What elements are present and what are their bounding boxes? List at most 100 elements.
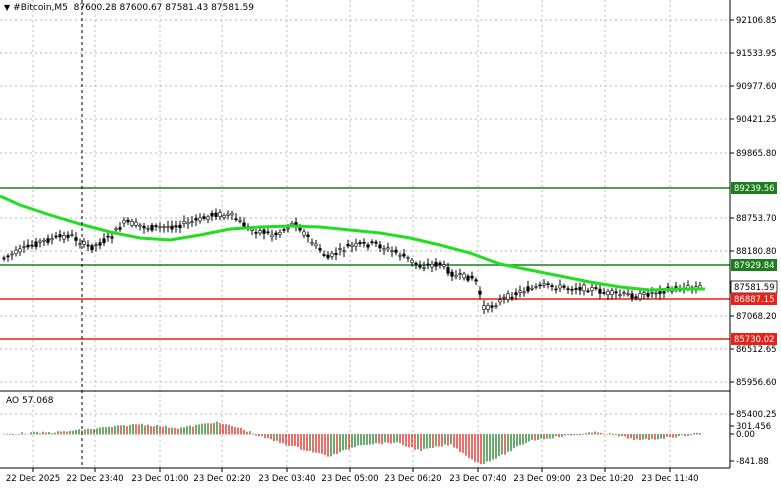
candle-body — [462, 273, 466, 279]
candle-body — [478, 290, 482, 295]
candle-body — [298, 227, 302, 231]
level-tag-label: 87929.84 — [734, 261, 775, 271]
price-tick-label: 89865.80 — [736, 149, 777, 159]
candle-body — [162, 226, 166, 228]
candle-body — [390, 250, 394, 252]
candle-body — [546, 283, 550, 285]
candle-body — [310, 242, 314, 245]
candle-body — [266, 231, 270, 234]
candle-body — [562, 285, 566, 288]
candle-body — [314, 243, 318, 247]
candle-body — [430, 263, 434, 268]
grid — [0, 0, 730, 468]
candle-body — [554, 288, 558, 291]
candle-body — [278, 232, 282, 235]
candle-body — [402, 253, 406, 257]
candle-body — [434, 262, 438, 267]
candle-body — [106, 235, 110, 238]
candle-body — [414, 262, 418, 265]
level-tag-label: 87581.59 — [734, 283, 775, 293]
candle-body — [490, 305, 494, 308]
candle-body — [366, 244, 370, 248]
candle-body — [22, 246, 26, 248]
candle-body — [450, 271, 454, 277]
level-tag — [731, 259, 777, 271]
candle-body — [230, 212, 234, 216]
candle-body — [522, 291, 526, 294]
candle-body — [222, 215, 226, 218]
candle-body — [618, 294, 622, 296]
time-tick-label: 23 Dec 05:00 — [321, 474, 378, 484]
candle-body — [506, 293, 510, 300]
candle-body — [362, 241, 366, 244]
triangle-down-icon[interactable]: ▼ — [4, 3, 11, 12]
candle-body — [626, 293, 630, 296]
candle-body — [34, 241, 38, 247]
candle-body — [62, 235, 66, 240]
candle-body — [642, 292, 646, 295]
candle-body — [698, 285, 702, 289]
level-tag — [731, 293, 777, 305]
candle-body — [354, 243, 358, 247]
candle-body — [214, 212, 218, 217]
candle-body — [194, 217, 198, 221]
candle-body — [538, 284, 542, 287]
candle-body — [334, 252, 338, 255]
time-tick-label: 23 Dec 11:40 — [641, 474, 698, 484]
candle-body — [238, 220, 242, 222]
candle-body — [202, 216, 206, 219]
candle-body — [630, 293, 634, 299]
candles — [2, 208, 702, 315]
price-axis: 92106.85 91533.95 90977.60 90421.25 89865.80… — [730, 16, 777, 420]
candle-body — [594, 287, 598, 289]
time-tick-label: 23 Dec 10:20 — [576, 474, 633, 484]
candle-body — [378, 244, 382, 249]
time-tick-label: 23 Dec 07:40 — [449, 474, 506, 484]
candle-body — [74, 237, 78, 241]
level-tag-label: 89239.56 — [734, 184, 775, 194]
candle-body — [14, 249, 18, 254]
candle-body — [274, 232, 278, 236]
ohlc-values: 87600.28 87600.67 87581.43 87581.59 — [73, 3, 255, 13]
candle-body — [406, 257, 410, 259]
candle-body — [330, 253, 334, 257]
candle-body — [166, 226, 170, 228]
candle-body — [338, 248, 342, 250]
candle-body — [26, 244, 30, 248]
candle-body — [654, 292, 658, 295]
candle-body — [518, 290, 522, 293]
candle-body — [306, 234, 310, 238]
candle-body — [498, 299, 502, 303]
candle-body — [198, 217, 202, 222]
candle-body — [438, 262, 442, 266]
candle-body — [150, 225, 154, 231]
candle-body — [510, 296, 514, 299]
candle-body — [286, 227, 290, 230]
candle-body — [42, 239, 46, 242]
time-tick-label: 23 Dec 02:20 — [193, 474, 250, 484]
candle-body — [470, 275, 474, 279]
candle-body — [50, 238, 54, 241]
price-tick-label: 88753.70 — [736, 214, 777, 224]
candle-body — [502, 296, 506, 299]
level-tag-label: 85730.02 — [734, 335, 775, 345]
candle-body — [138, 224, 142, 227]
candle-body — [114, 228, 118, 231]
candle-body — [234, 218, 238, 221]
candle-body — [302, 231, 306, 236]
candle-body — [206, 216, 210, 220]
ao-label: AO 57.068 — [6, 396, 54, 406]
candle-body — [514, 292, 518, 296]
candle-body — [66, 234, 70, 238]
candle-body — [474, 279, 478, 282]
candle-body — [154, 225, 158, 227]
candle-body — [370, 241, 374, 244]
time-axis: 22 Dec 2025 22 Dec 23:40 23 Dec 01:00 23 De… — [6, 468, 699, 484]
time-tick-label: 23 Dec 06:20 — [384, 474, 441, 484]
candle-body — [94, 244, 98, 246]
candle-body — [534, 286, 538, 288]
candle-body — [242, 222, 246, 227]
price-tick-label: 87068.20 — [736, 312, 777, 322]
